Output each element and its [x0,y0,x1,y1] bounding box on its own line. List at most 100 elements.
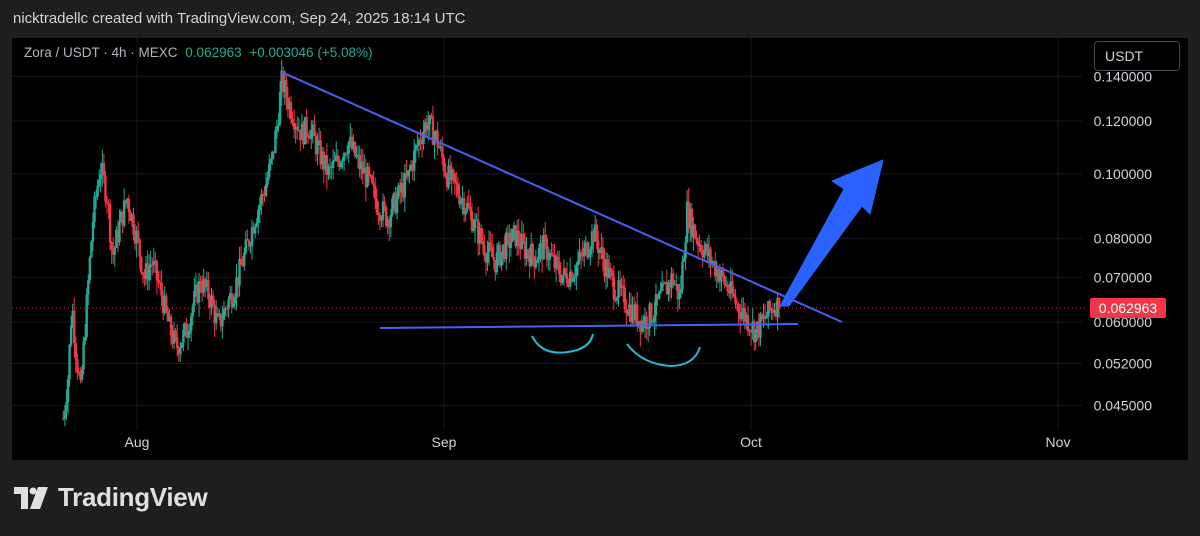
candle-body [391,198,394,215]
candle-body [728,291,731,294]
chart-panel[interactable]: 0.140000 0.120000 0.100000 0.080000 0.070000… [12,38,1188,460]
candle-body [537,247,541,260]
candle-body [191,306,194,317]
candle-body [565,274,569,284]
candle-body [183,323,187,330]
candle-body [459,200,463,205]
candle-body [133,234,137,244]
candle-body [374,185,377,199]
candle-body [489,242,492,248]
candle-body [526,249,530,256]
candle-body [473,219,477,229]
candle-body [169,316,173,336]
price-chart[interactable]: 0.140000 0.120000 0.100000 0.080000 0.070000… [12,38,1188,460]
candle-body [235,277,238,298]
candle-body [102,162,106,176]
candle-body [498,244,502,266]
candle-body [598,249,602,254]
candle-body [439,146,442,148]
candle-body [218,313,221,317]
candle-body [681,261,684,290]
candle-body [392,192,396,199]
candle-body [693,224,697,238]
candle-body [172,330,176,344]
currency-button[interactable]: USDT [1094,41,1180,71]
candle-body [497,244,500,253]
candle-body [743,308,747,322]
candle-body [179,347,182,355]
candle-body [483,245,486,257]
candle-body [431,116,435,145]
candle-body [657,292,661,299]
candle-body [723,276,726,285]
candle-body [698,244,701,247]
candle-body [487,242,491,253]
candle-body [232,303,235,307]
candle-body [160,282,163,296]
candle-body [523,240,527,259]
candle-body [606,259,609,278]
tradingview-logo[interactable]: TradingView [14,482,208,513]
candle-body [570,271,573,282]
candle-body [534,262,538,268]
candle-body [190,316,193,331]
candle-body [632,304,636,320]
candle-body [62,418,65,420]
candle-body [651,321,655,323]
candle-body [501,244,505,252]
candle-body [140,256,143,273]
candle-body [73,310,76,343]
x-tick-label: Aug [125,434,150,450]
candle-body [266,177,269,185]
candle-body [572,278,575,282]
candle-body [321,151,324,165]
candle-body [423,122,427,132]
candle-body [291,119,294,124]
candle-body [575,265,578,277]
attribution-text: nicktradellc created with TradingView.co… [13,10,466,27]
candle-body [364,168,368,187]
candle-body [157,280,160,283]
candle-body [288,102,291,110]
candle-body [238,258,241,286]
candle-body [724,284,728,286]
candle-body [258,204,262,210]
candle-body [96,185,99,197]
candle-body [690,208,694,238]
candle-body [174,330,177,337]
candle-body [607,267,611,278]
candle-body [261,194,265,196]
candle-body [533,256,536,268]
candle-body [311,124,315,131]
candle-body [542,234,545,260]
candle-body [286,98,290,110]
candle-body [239,258,243,265]
candle-body [82,341,85,370]
candle-body [384,206,388,226]
candle-body [486,252,489,263]
candle-body [428,115,432,125]
candle-body [584,242,587,248]
candle-body [414,145,417,151]
candle-body [205,280,208,287]
candle-body [626,313,630,316]
candle-body [742,308,745,313]
candle-body [453,173,456,182]
candle-body [441,146,444,158]
candle-body [452,169,455,174]
candle-body [147,266,151,281]
candle-body [709,248,712,263]
candle-body [194,284,198,291]
candle-body [759,314,762,338]
x-tick-label: Nov [1046,434,1071,450]
candle-body [746,315,750,331]
candle-body [331,160,335,168]
y-tick-label: 0.100000 [1094,166,1153,182]
candle-body [230,292,233,307]
candle-body [592,231,595,242]
candle-body [366,166,369,187]
candle-body [207,280,210,300]
candle-body [558,262,561,275]
candle-body [149,264,152,267]
candle-body [135,230,138,244]
